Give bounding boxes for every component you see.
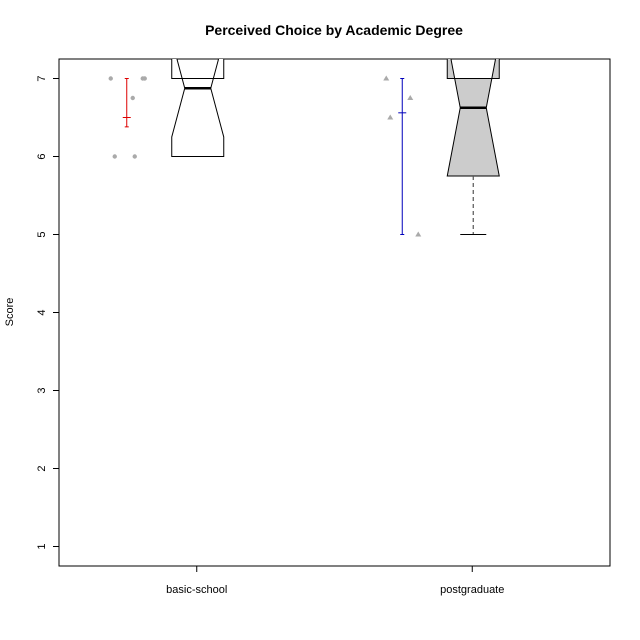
y-tick-label: 2 <box>36 465 48 471</box>
x-tick-label: basic-school <box>166 584 227 596</box>
data-point <box>142 76 147 81</box>
data-point <box>383 75 390 81</box>
plot-area <box>108 59 500 237</box>
chart-title: Perceived Choice by Academic Degree <box>205 22 463 38</box>
data-point <box>387 114 394 120</box>
y-tick-label: 7 <box>36 75 48 81</box>
x-tick-label: postgraduate <box>440 584 504 596</box>
notched-box <box>446 59 500 177</box>
data-point <box>130 95 135 101</box>
data-point <box>132 154 137 159</box>
y-tick-label: 3 <box>36 387 48 393</box>
y-axis: 1 2 3 4 5 6 7 <box>36 75 59 550</box>
data-point <box>108 76 113 81</box>
data-point <box>415 231 422 237</box>
y-tick-label: 5 <box>36 231 48 237</box>
notched-box <box>171 59 225 157</box>
plot-frame <box>58 58 611 567</box>
data-point <box>112 154 117 159</box>
data-point <box>407 95 414 100</box>
y-tick-label: 6 <box>36 153 48 159</box>
y-tick-label: 4 <box>36 309 48 315</box>
y-tick-label: 1 <box>36 543 48 549</box>
x-axis: basic-school postgraduate <box>166 566 504 596</box>
y-axis-label: Score <box>4 298 16 327</box>
